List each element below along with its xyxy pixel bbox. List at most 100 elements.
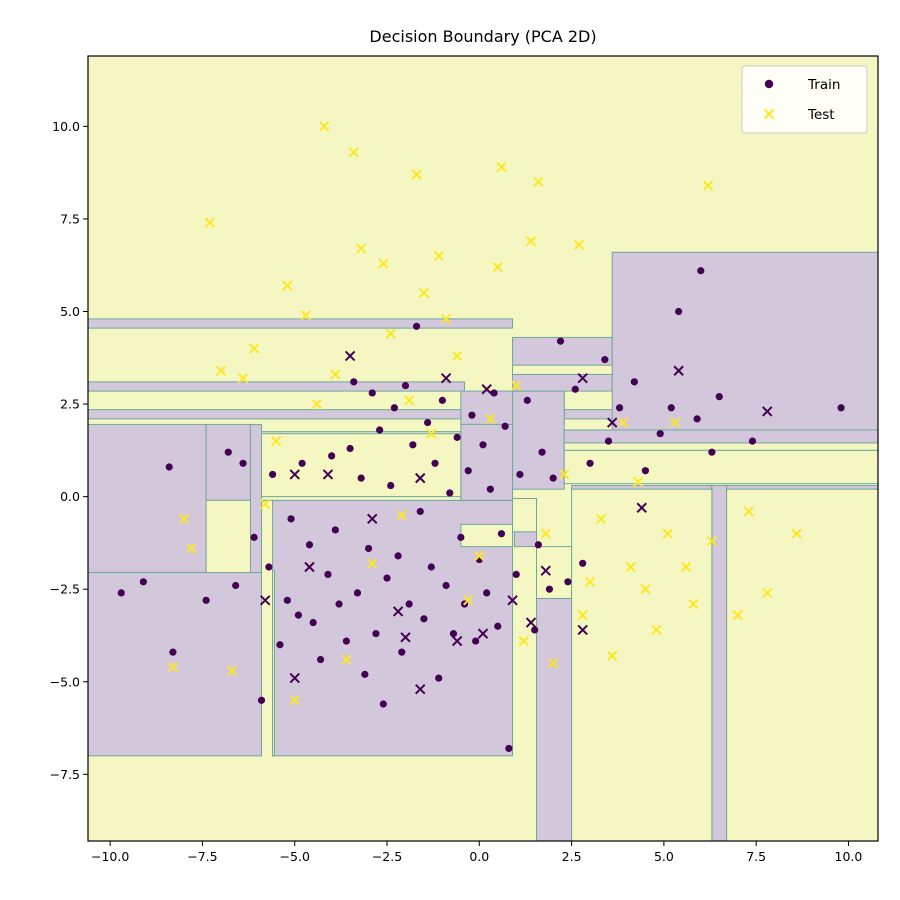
test-point (396, 509, 407, 521)
train-point (656, 430, 664, 438)
test-point (762, 406, 773, 417)
train-point (390, 404, 399, 412)
scatter-points (117, 121, 845, 753)
decision-region (261, 433, 462, 498)
train-point (497, 530, 506, 538)
legend-test-x (763, 108, 775, 120)
test-point (282, 280, 293, 291)
train-point (364, 544, 373, 553)
test-point (547, 658, 559, 669)
decision-region (726, 488, 878, 841)
x-tick-label: −7.5 (187, 849, 217, 864)
train-point (586, 459, 594, 467)
decision-region (563, 449, 878, 485)
legend: Train Test (741, 65, 868, 134)
train-point (538, 448, 546, 456)
train-point (549, 474, 557, 482)
train-point (239, 459, 247, 467)
test-point (344, 350, 356, 362)
decision-region (512, 497, 538, 533)
x-axis: −10.0 −7.5 −5.0 −2.5 0.0 2.5 5.0 7.5 10.0 (91, 841, 862, 864)
x-tick-label: 5.0 (654, 849, 674, 864)
decision-region (513, 531, 538, 548)
train-point (250, 533, 258, 541)
decision-region (536, 546, 573, 599)
train-point (405, 600, 413, 608)
test-point (706, 535, 718, 547)
test-point (636, 502, 647, 513)
train-point (346, 444, 354, 453)
train-point (601, 356, 609, 364)
test-point (215, 365, 227, 376)
plot-area (88, 56, 878, 841)
test-point (289, 672, 300, 684)
train-point (468, 411, 476, 419)
decision-region (88, 318, 514, 329)
test-point (186, 543, 197, 554)
test-point (330, 369, 341, 380)
test-point (440, 372, 452, 384)
train-point (232, 581, 240, 590)
test-point (688, 598, 699, 610)
train-point (564, 578, 572, 586)
train-point (409, 441, 417, 449)
train-point (294, 611, 303, 619)
y-tick-label: 10.0 (52, 119, 80, 134)
train-point (139, 578, 147, 586)
train-point (556, 337, 565, 345)
train-point (394, 552, 402, 560)
train-point (449, 630, 458, 638)
test-point (433, 250, 444, 262)
train-point (534, 541, 542, 549)
test-point (573, 239, 585, 251)
train-point (472, 637, 480, 645)
train-point (376, 426, 384, 434)
train-point (501, 422, 509, 430)
test-point (584, 576, 596, 588)
train-point (424, 418, 432, 427)
x-tick-label: −10.0 (91, 849, 129, 864)
legend-test-marker (763, 108, 775, 120)
test-point (367, 513, 378, 525)
test-point (540, 565, 551, 576)
test-point (451, 635, 463, 647)
train-point (268, 470, 277, 479)
train-point (512, 570, 520, 578)
decision-region (460, 523, 514, 548)
test-point (426, 428, 437, 439)
test-point (702, 180, 714, 191)
test-point (415, 472, 426, 484)
test-point (319, 121, 330, 132)
x-tick-label: 7.5 (746, 849, 766, 864)
plot-frame (87, 55, 879, 842)
train-point (420, 615, 428, 623)
test-point (418, 287, 430, 299)
test-point (474, 550, 485, 562)
test-point (632, 476, 644, 488)
test-point (248, 343, 260, 354)
test-point (311, 398, 323, 410)
test-point (271, 435, 282, 447)
test-point (640, 584, 651, 595)
decision-region (726, 485, 878, 490)
decision-region (88, 423, 207, 574)
test-point (651, 624, 662, 636)
train-point (523, 396, 531, 404)
decision-region (571, 488, 713, 841)
x-tick-label: 10.0 (835, 849, 863, 864)
test-point (289, 469, 300, 480)
train-point (490, 389, 498, 397)
train-point (361, 670, 369, 678)
test-point (507, 595, 518, 606)
class-1-regions (205, 364, 878, 841)
test-point (411, 169, 422, 180)
test-point (606, 417, 618, 428)
train-point (357, 474, 365, 482)
test-point (477, 628, 489, 639)
test-point (440, 313, 452, 325)
test-point (204, 217, 216, 228)
test-point (762, 587, 773, 599)
test-point (511, 380, 522, 391)
decision-region (536, 597, 573, 841)
